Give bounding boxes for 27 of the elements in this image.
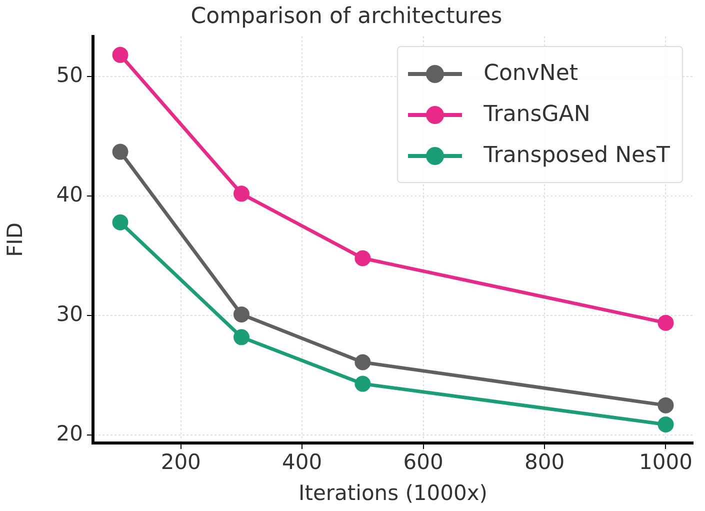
- y-tick-label: 30: [56, 302, 83, 326]
- point: [354, 250, 371, 266]
- y-tick-label: 40: [56, 182, 83, 207]
- chart-title: Comparison of architectures: [190, 4, 502, 29]
- x-tick-label: 1000: [639, 450, 692, 474]
- point: [354, 354, 371, 370]
- x-tick-label: 600: [403, 450, 444, 474]
- point: [354, 376, 371, 392]
- point: [233, 186, 250, 202]
- point: [658, 314, 674, 331]
- point: [233, 329, 250, 346]
- x-tick-label: 400: [282, 450, 322, 474]
- point: [658, 397, 674, 414]
- x-tick-label: 800: [524, 450, 565, 474]
- legend-label: ConvNet: [484, 61, 578, 86]
- legend-label: Transposed NesT: [484, 143, 670, 168]
- x-tick-label: 200: [160, 450, 201, 474]
- legend-label: TransGAN: [484, 102, 590, 127]
- point: [112, 46, 128, 63]
- point: [233, 306, 250, 322]
- point: [112, 144, 128, 160]
- y-tick-label: 50: [56, 62, 83, 87]
- y-axis-title: FID: [3, 222, 28, 257]
- point: [658, 416, 674, 432]
- y-tick-label: 20: [56, 422, 83, 446]
- point: [112, 214, 128, 230]
- x-axis-title: Iterations (1000x): [298, 480, 488, 505]
